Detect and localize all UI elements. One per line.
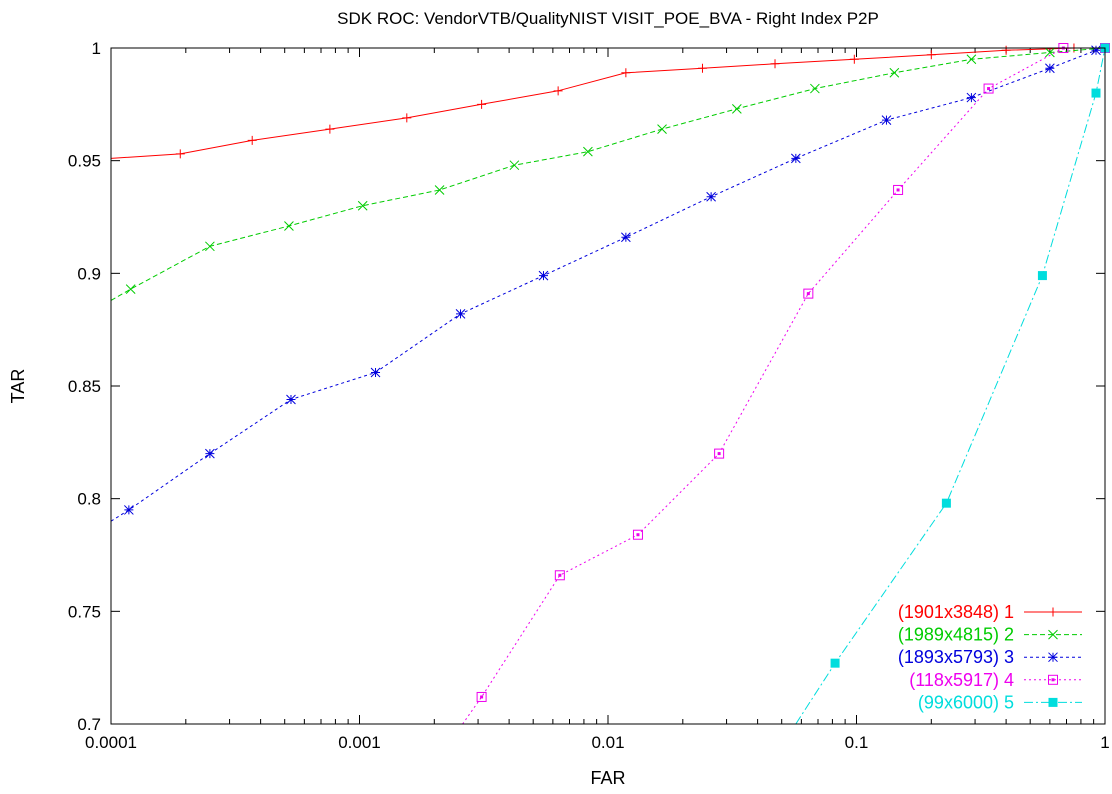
legend-marker: [1048, 674, 1058, 685]
series-line: [111, 47, 1106, 522]
chart-title: SDK ROC: VendorVTB/QualityNIST VISIT_POE…: [337, 9, 879, 28]
series-line: [111, 47, 1106, 301]
data-point: [434, 185, 445, 195]
data-point: [632, 529, 643, 540]
data-point: [538, 270, 549, 281]
series-3: [111, 43, 1110, 522]
y-tick-label: 0.75: [68, 602, 101, 621]
y-tick-label: 0.8: [77, 490, 101, 509]
legend-label: (99x6000) 5: [918, 692, 1014, 712]
data-point: [790, 153, 801, 164]
data-point: [1045, 63, 1055, 74]
data-point: [476, 691, 487, 702]
data-point: [830, 658, 840, 668]
legend-marker: [1048, 607, 1058, 617]
plot-frame: [110, 47, 1106, 725]
data-point: [889, 67, 900, 78]
data-point: [583, 146, 593, 157]
data-point: [810, 83, 820, 94]
data-point: [770, 59, 780, 69]
data-point: [849, 54, 859, 64]
x-tick-label: 0.01: [591, 733, 624, 752]
data-point: [966, 54, 977, 65]
legend-entry: (1893x5793) 3: [898, 647, 1082, 667]
legend-marker: [1048, 629, 1058, 640]
data-point: [893, 184, 904, 195]
data-point: [881, 115, 892, 125]
series-line: [795, 47, 1106, 724]
data-point: [941, 498, 951, 508]
data-point: [284, 221, 294, 231]
y-tick-label: 0.85: [68, 377, 101, 396]
series-layer: [111, 43, 1110, 724]
legend-marker: [1048, 697, 1058, 707]
x-tick-label: 1: [1100, 733, 1109, 752]
y-tick-label: 0.9: [77, 264, 101, 283]
data-point: [657, 124, 667, 134]
data-point: [370, 367, 381, 378]
legend-entry: (99x6000) 5: [918, 692, 1082, 712]
data-point: [402, 113, 412, 123]
data-point: [325, 124, 335, 134]
legend-entry: (1901x3848) 1: [898, 602, 1082, 622]
legend-entry: (1989x4815) 2: [898, 625, 1082, 645]
data-point: [247, 135, 257, 145]
data-point: [205, 448, 215, 459]
data-point: [125, 284, 136, 294]
y-tick-label: 0.95: [68, 152, 101, 171]
data-point: [1091, 88, 1101, 98]
data-point: [175, 149, 185, 159]
data-point: [1001, 45, 1011, 55]
data-point: [357, 200, 368, 211]
x-tick-label: 0.001: [338, 733, 381, 752]
data-point: [714, 448, 725, 459]
legend-label: (1893x5793) 3: [898, 647, 1014, 667]
series-1: [111, 43, 1110, 159]
data-point: [455, 309, 466, 319]
data-point: [509, 160, 520, 171]
data-point: [983, 83, 994, 94]
data-point: [205, 241, 215, 252]
series-line: [462, 47, 1105, 724]
legend: (1901x3848) 1 (1989x4815) 2(1893x5793) 3 (…: [898, 602, 1082, 712]
x-tick-label: 0.0001: [85, 733, 137, 752]
data-point: [1045, 47, 1055, 58]
data-point: [1091, 45, 1101, 56]
y-axis-label: TAR: [8, 369, 28, 404]
axes: [110, 47, 1106, 725]
data-point: [124, 505, 134, 515]
legend-entry: (118x5917) 4: [909, 670, 1082, 690]
x-axis-label: FAR: [590, 768, 625, 788]
series-line: [111, 47, 1105, 159]
data-point: [286, 394, 296, 405]
data-point: [621, 232, 631, 243]
tick-labels: 0.7 0.75 0.8 0.85 0.9 0.95 1 0.0001 0.001 0.01 0.1…: [68, 39, 1110, 752]
data-point: [1037, 271, 1047, 281]
x-tick-label: 0.1: [845, 733, 869, 752]
data-point: [731, 103, 742, 114]
data-point: [621, 68, 631, 78]
y-tick-label: 1: [92, 39, 101, 58]
legend-label: (118x5917) 4: [909, 670, 1014, 690]
data-point: [554, 570, 565, 581]
data-point: [477, 99, 487, 109]
legend-marker: [1048, 652, 1058, 663]
data-point: [803, 288, 814, 299]
legend-label: (1901x3848) 1: [898, 602, 1014, 622]
data-point: [966, 92, 977, 103]
series-2: [111, 43, 1110, 301]
data-point: [553, 86, 563, 96]
data-point: [926, 50, 936, 60]
legend-label: (1989x4815) 2: [898, 625, 1014, 645]
y-tick-label: 0.7: [77, 715, 101, 734]
data-point: [697, 63, 707, 73]
data-point: [706, 191, 716, 202]
